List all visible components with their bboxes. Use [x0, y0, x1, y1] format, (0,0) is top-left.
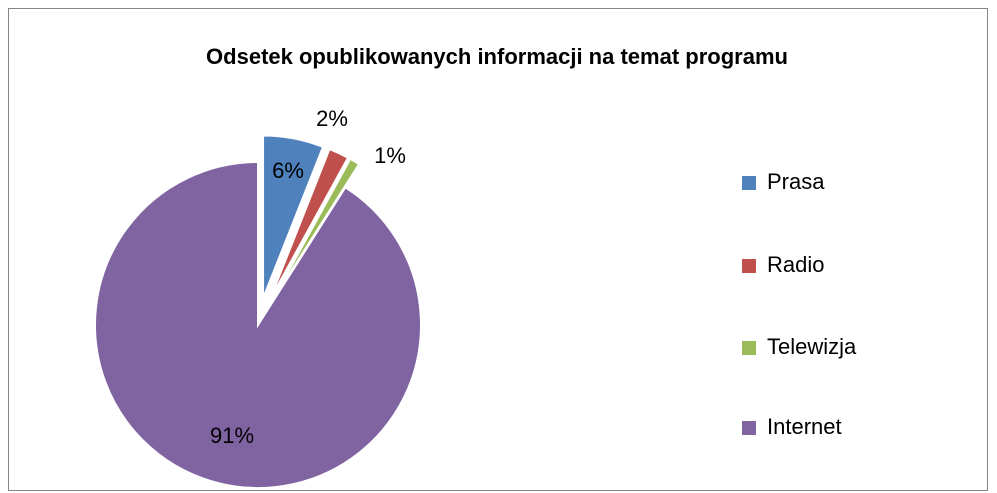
legend-swatch — [742, 259, 756, 273]
legend-swatch — [742, 421, 756, 435]
pie-slice — [268, 147, 350, 302]
pie-slice — [270, 157, 361, 303]
data-label: 91% — [210, 423, 254, 448]
legend-label: Internet — [767, 414, 842, 439]
legend-label: Prasa — [767, 169, 825, 194]
chart-title: Odsetek opublikowanych informacji na tem… — [206, 44, 788, 69]
legend-swatch — [742, 176, 756, 190]
data-label: 2% — [316, 106, 348, 131]
legend-label: Radio — [767, 252, 824, 277]
pie-slice — [94, 160, 422, 489]
data-label: 6% — [272, 158, 304, 183]
legend-swatch — [742, 341, 756, 355]
data-label: 1% — [374, 143, 406, 168]
pie-slice — [262, 134, 325, 299]
legend-label: Telewizja — [767, 334, 857, 359]
